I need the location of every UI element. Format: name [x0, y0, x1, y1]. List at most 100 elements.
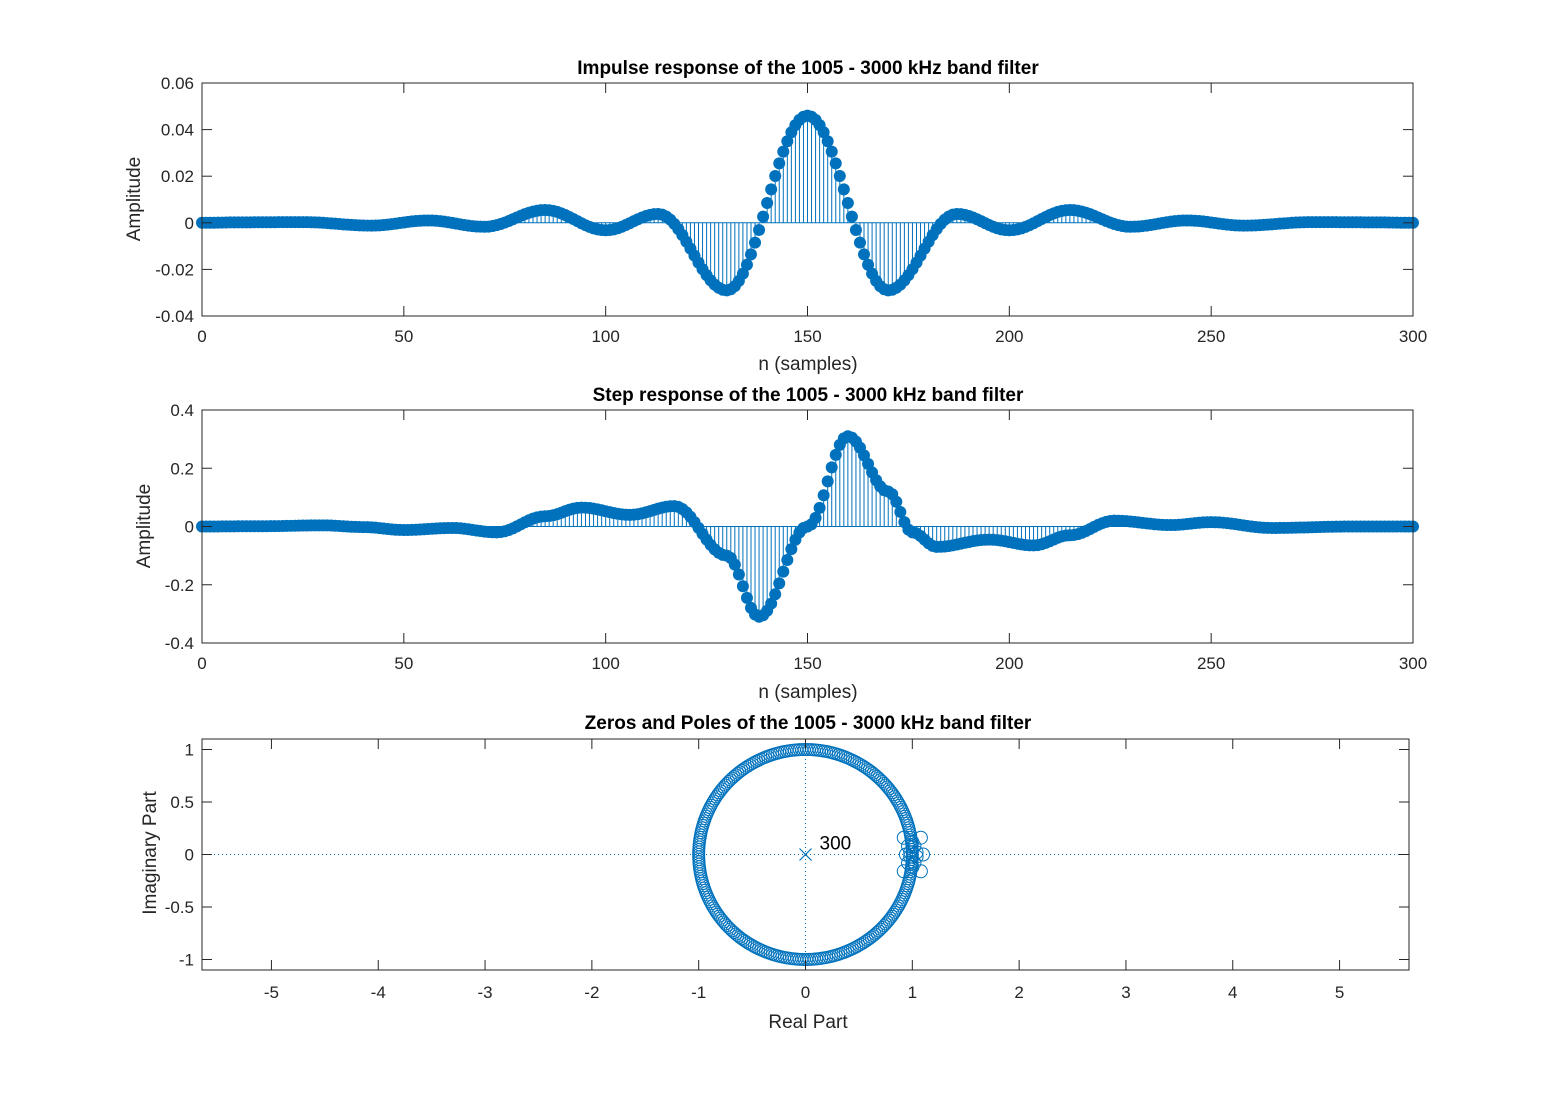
y-tick-label: 0	[185, 846, 194, 865]
stem-marker	[732, 568, 745, 581]
stem-marker	[809, 511, 822, 524]
zero-marker	[725, 771, 739, 785]
zplane-y-ticks: -1 -0.5 0 0.5 1	[165, 741, 1409, 970]
y-tick-label: 0	[185, 518, 194, 537]
stem-marker	[769, 169, 782, 182]
x-tick-label: 150	[793, 327, 821, 346]
stem-marker	[781, 553, 794, 566]
impulse-stems	[205, 115, 1410, 291]
stem-marker	[749, 236, 762, 249]
stem-marker	[817, 489, 830, 502]
stem-marker	[837, 183, 850, 196]
stem-marker	[858, 248, 871, 261]
step-title: Step response of the 1005 - 3000 kHz ban…	[593, 385, 1024, 406]
stem-marker	[785, 543, 798, 556]
y-tick-label: 0.4	[170, 401, 194, 420]
zplane-guides	[202, 739, 1409, 970]
x-tick-label: 1	[908, 983, 917, 1002]
impulse-markers	[196, 109, 1419, 297]
stem-marker	[765, 183, 778, 196]
zero-marker	[718, 917, 732, 931]
stem-marker	[849, 223, 862, 236]
y-tick-label: 0.5	[170, 793, 194, 812]
impulse-x-ticks: 0 50 100 150 200 250 300	[197, 83, 1427, 346]
zero-marker	[723, 773, 737, 787]
zero-marker	[722, 920, 736, 934]
stem-marker	[829, 157, 842, 170]
pole-marker	[799, 848, 812, 861]
y-tick-label: -1	[179, 951, 194, 970]
x-tick-label: 50	[394, 654, 413, 673]
zero-marker	[905, 834, 920, 849]
stem-marker	[890, 495, 903, 508]
impulse-y-ticks: -0.04 -0.02 0 0.02 0.04 0.06	[155, 74, 1413, 326]
zplane-x-ticks: -5 -4 -3 -2 -1 0 1 2 3 4 5	[264, 739, 1344, 1002]
zplane-ylabel: Imaginary Part	[140, 791, 161, 915]
stem-marker	[765, 597, 778, 610]
zero-marker	[720, 919, 734, 933]
y-tick-label: -0.04	[155, 307, 194, 326]
y-tick-label: -0.02	[155, 260, 194, 279]
stem-marker	[833, 169, 846, 182]
stem-marker	[757, 210, 770, 223]
x-tick-label: 200	[995, 654, 1023, 673]
impulse-xlabel: n (samples)	[758, 354, 857, 375]
zero-marker	[905, 860, 920, 875]
x-tick-label: 300	[1399, 327, 1427, 346]
stem-marker	[736, 580, 749, 593]
y-tick-label: -0.2	[165, 576, 194, 595]
zero-marker	[877, 776, 891, 790]
impulse-response-panel: Impulse response of the 1005 - 3000 kHz …	[124, 58, 1427, 375]
stem-marker	[773, 157, 786, 170]
stem-marker	[777, 565, 790, 578]
stem-marker	[845, 210, 858, 223]
x-tick-label: -2	[584, 983, 599, 1002]
x-tick-label: 2	[1014, 983, 1023, 1002]
stem-marker	[841, 196, 854, 209]
stem-marker	[761, 196, 774, 209]
y-tick-label: 0.04	[161, 121, 194, 140]
zplane-poles	[799, 848, 812, 861]
y-tick-label: 0.06	[161, 74, 194, 93]
step-y-ticks: -0.4 -0.2 0 0.2 0.4	[165, 401, 1413, 653]
x-tick-label: 0	[801, 983, 810, 1002]
zero-marker	[896, 864, 911, 879]
zero-marker	[896, 830, 911, 845]
step-ylabel: Amplitude	[134, 484, 155, 569]
step-xlabel: n (samples)	[758, 682, 857, 703]
impulse-title: Impulse response of the 1005 - 3000 kHz …	[577, 58, 1039, 79]
y-tick-label: -0.5	[165, 898, 194, 917]
step-response-panel: Step response of the 1005 - 3000 kHz ban…	[134, 385, 1427, 703]
stem-marker	[744, 248, 757, 261]
stem-marker	[769, 588, 782, 601]
stem-marker	[740, 258, 753, 271]
x-tick-label: 100	[591, 327, 619, 346]
zero-marker	[889, 903, 903, 917]
stem-marker	[821, 135, 834, 148]
x-tick-label: -4	[371, 983, 386, 1002]
zero-marker	[872, 924, 886, 938]
zero-marker	[879, 778, 893, 792]
x-tick-label: 3	[1121, 983, 1130, 1002]
x-tick-label: 200	[995, 327, 1023, 346]
stem-marker	[821, 475, 834, 488]
x-tick-label: 4	[1228, 983, 1237, 1002]
y-tick-label: -0.4	[165, 634, 194, 653]
zplane-xlabel: Real Part	[768, 1012, 848, 1033]
x-tick-label: 100	[591, 654, 619, 673]
x-tick-label: 0	[197, 327, 206, 346]
zero-marker	[875, 775, 889, 789]
zero-marker	[903, 849, 918, 864]
zero-pole-panel: Zeros and Poles of the 1005 - 3000 kHz b…	[140, 713, 1410, 1033]
x-tick-label: 250	[1197, 654, 1225, 673]
stem-marker	[894, 505, 907, 518]
stem-marker	[825, 145, 838, 158]
x-tick-label: 5	[1335, 983, 1344, 1002]
stem-marker	[813, 501, 826, 514]
x-tick-label: -5	[264, 983, 279, 1002]
x-tick-label: 250	[1197, 327, 1225, 346]
x-tick-label: 300	[1399, 654, 1427, 673]
zero-marker	[874, 922, 888, 936]
stem-marker	[853, 236, 866, 249]
